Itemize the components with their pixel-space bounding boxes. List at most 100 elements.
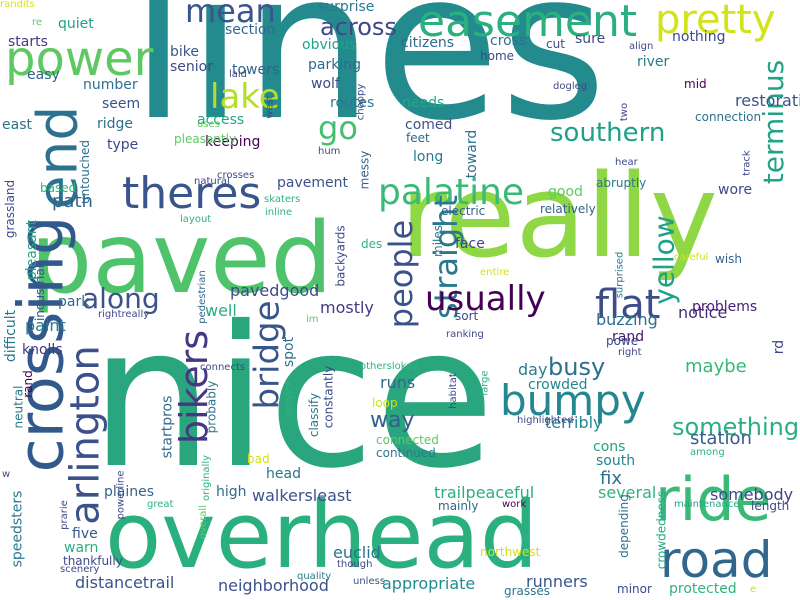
word-knolls: knolls [22, 342, 63, 358]
word-protected: protected [669, 581, 737, 597]
word-type: type [107, 137, 139, 153]
word-des: des [361, 237, 383, 251]
word-classify: classify [307, 392, 322, 438]
word-number: number [83, 77, 138, 93]
word-lines: lines [130, 0, 607, 166]
word-runners: runners [526, 572, 588, 591]
word-overall: overall [197, 505, 209, 539]
word-starts: starts [8, 34, 48, 50]
word-otherslokay: otherslokay [360, 361, 419, 372]
word-parking: parking [308, 57, 361, 73]
word-thankfully: thankfully [63, 554, 123, 568]
word-e: e [750, 584, 757, 595]
word-arlington: arlington [62, 344, 109, 525]
word-paved: paved [30, 202, 333, 316]
word-layout: layout [180, 214, 212, 225]
word-bad: bad [247, 452, 270, 466]
word-habitat: habitat [447, 373, 459, 409]
word-skaters: skaters [264, 194, 301, 205]
word-distancetrail: distancetrail [75, 573, 175, 592]
word-plaines: plaines [104, 484, 155, 500]
word-west: west [264, 94, 276, 119]
word-untouched: untouched [78, 139, 93, 205]
word-crosses: crosses [217, 170, 255, 181]
word-uses: uses [197, 119, 220, 130]
word-natural: natural [194, 176, 230, 187]
word-right: right [618, 347, 642, 358]
word-face: face [455, 236, 485, 252]
word-south: south [596, 453, 636, 469]
word-nice: nice [90, 284, 495, 511]
word-depending: depending [616, 494, 631, 558]
word-prarie: prarie [58, 500, 70, 530]
word-walkersleast: walkersleast [252, 486, 352, 505]
word-connected: connected [376, 433, 439, 447]
word-power: power [5, 31, 154, 87]
word-ride: ride [655, 465, 772, 535]
word-comed: comed [405, 117, 453, 133]
word-fix: fix [600, 468, 622, 489]
word-miles: miles [431, 225, 445, 257]
word-path: path [52, 191, 93, 212]
word-pavement: pavement [277, 175, 348, 191]
word-crowded: crowded [528, 377, 588, 393]
word-palatine: palatine [378, 172, 525, 213]
word-senior: senior [170, 59, 213, 75]
word-cross: cross [490, 33, 527, 49]
word-easement: easement [418, 0, 638, 47]
word-crowdedness: crowdedness [653, 490, 668, 569]
word-unless: unless [353, 576, 386, 587]
word-abruptly: abruptly [596, 176, 647, 190]
word-park: park [58, 294, 90, 310]
word-mean: mean [185, 0, 276, 30]
word-constantly: constantly [320, 365, 335, 428]
word-cons: cons [593, 439, 626, 455]
word-entire: entire [480, 267, 510, 278]
word-somebody: somebody [710, 485, 794, 504]
word-surprised: surprised [613, 251, 625, 298]
word-wore: wore [718, 182, 753, 198]
word-well: well [205, 301, 237, 320]
word-home: home [480, 49, 515, 63]
word-head: head [266, 466, 301, 482]
word-cut: cut [546, 37, 565, 51]
word-day: day [518, 360, 548, 379]
word-speedsters: speedsters [8, 490, 25, 567]
word-service: service [283, 380, 295, 416]
word-length: length [751, 499, 790, 513]
word-minor: minor [617, 582, 652, 596]
word-theres: theres [122, 168, 262, 219]
word-warn: warn [64, 540, 99, 556]
word-based: based [40, 181, 77, 195]
word-appropriate: appropriate [382, 574, 476, 593]
word-neutral: neutral [10, 385, 25, 428]
word-northwest: northwest [480, 545, 541, 559]
word-grasses: grasses [504, 584, 551, 598]
word-bridge: bridge [247, 299, 288, 410]
word-dogleg: dogleg [553, 81, 588, 92]
word-pavedgood: pavedgood [230, 281, 320, 300]
word-river: river [637, 54, 670, 70]
word-good: good [548, 184, 583, 200]
word-pedestrian: pedestrian [196, 270, 208, 324]
word-station: station [690, 428, 752, 449]
word-problems: problems [692, 299, 758, 315]
word-electric: electric [441, 204, 486, 218]
word-loop: loop [372, 396, 398, 410]
word-along: along [82, 282, 160, 315]
word-ridge: ridge [97, 116, 134, 132]
word-powe: powe [606, 334, 639, 348]
word-startpros: startpros [158, 395, 175, 458]
word-spot: spot [281, 336, 298, 368]
word-bike: bike [170, 44, 199, 60]
word-citizens: citizens [401, 35, 455, 51]
word-probably: probably [203, 380, 218, 433]
word-w: w [2, 469, 11, 480]
word-needs: needs [402, 95, 445, 111]
word-industrial: industrial [33, 264, 48, 322]
word-nothing: nothing [672, 29, 726, 45]
word-towers: towers [232, 62, 280, 78]
word-among: among [690, 447, 725, 458]
word-runs: runs [380, 373, 416, 392]
word-neighborhood: neighborhood [218, 576, 329, 595]
